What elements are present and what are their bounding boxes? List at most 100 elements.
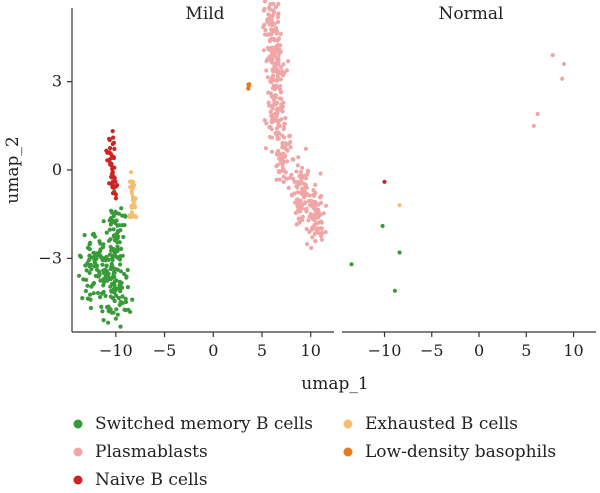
data-point: [92, 234, 98, 239]
data-point: [78, 254, 84, 259]
data-point: [279, 105, 285, 110]
data-point: [110, 141, 115, 147]
data-point: [297, 200, 302, 205]
data-point: [270, 106, 275, 111]
data-point: [122, 307, 127, 312]
x-axis-label: umap_1: [301, 374, 368, 394]
data-point: [311, 193, 316, 198]
data-point: [267, 54, 272, 59]
data-point: [108, 284, 113, 289]
data-point: [281, 179, 286, 184]
data-point: [107, 227, 112, 232]
data-point: [268, 37, 273, 42]
data-point: [99, 304, 104, 309]
data-point: [312, 206, 317, 211]
data-point: [300, 217, 305, 223]
data-point: [115, 244, 120, 249]
data-point: [263, 28, 268, 33]
data-point: [284, 68, 289, 73]
data-point: [397, 250, 402, 255]
data-point: [269, 119, 274, 124]
data-point: [113, 179, 118, 184]
data-point: [275, 19, 281, 24]
x-tick-label: 10: [301, 341, 321, 360]
data-point: [277, 49, 282, 54]
data-point: [110, 210, 115, 215]
data-point: [275, 70, 280, 75]
data-point: [293, 200, 298, 205]
data-point: [97, 253, 102, 258]
data-point: [299, 206, 304, 211]
data-point: [92, 254, 97, 259]
data-point: [130, 197, 135, 202]
data-point: [272, 64, 277, 69]
data-point: [278, 31, 283, 36]
data-point: [319, 237, 324, 242]
x-tick-label: 5: [257, 341, 267, 360]
data-point: [119, 206, 124, 211]
data-point: [114, 278, 119, 283]
data-point: [108, 244, 113, 249]
data-point: [294, 184, 299, 189]
data-point: [111, 135, 116, 140]
data-point: [98, 295, 103, 300]
data-point: [307, 193, 312, 198]
data-point: [318, 200, 324, 205]
data-point: [275, 59, 280, 64]
data-point: [118, 262, 123, 267]
data-point: [100, 256, 105, 261]
data-point: [311, 200, 316, 205]
data-point: [88, 240, 93, 245]
data-point: [276, 36, 282, 41]
data-point: [89, 267, 94, 272]
data-point: [117, 279, 122, 284]
data-point: [88, 305, 94, 311]
data-point: [311, 188, 316, 193]
data-point: [262, 118, 267, 123]
data-point: [286, 185, 291, 190]
data-point: [112, 165, 117, 170]
data-point: [277, 87, 282, 92]
data-point: [265, 57, 270, 62]
data-point: [313, 214, 318, 220]
data-point: [269, 113, 274, 118]
data-point: [273, 101, 278, 106]
data-point: [266, 47, 271, 52]
data-point: [107, 181, 112, 186]
data-point: [107, 276, 112, 281]
data-point: [112, 175, 117, 181]
data-point: [265, 19, 270, 24]
data-point: [292, 191, 297, 196]
data-point: [271, 10, 276, 15]
data-point: [277, 170, 282, 175]
data-point: [304, 226, 309, 232]
data-point: [380, 223, 385, 229]
data-point: [104, 269, 109, 274]
panel-title-normal: Normal: [439, 4, 504, 24]
data-point: [291, 157, 296, 162]
data-point: [120, 300, 125, 306]
data-point: [275, 15, 280, 20]
data-point: [103, 272, 108, 277]
data-point: [114, 211, 119, 216]
x-tick-label: −10: [99, 341, 133, 360]
data-point: [276, 11, 281, 16]
data-point: [110, 191, 116, 196]
data-point: [111, 227, 116, 232]
data-point: [85, 283, 90, 288]
data-point: [316, 220, 321, 225]
data-point: [274, 85, 279, 90]
data-point: [310, 235, 315, 240]
x-tick-label: −5: [153, 341, 177, 360]
data-point: [82, 233, 87, 238]
data-point: [130, 182, 135, 187]
data-point: [279, 96, 284, 102]
data-point: [83, 288, 88, 294]
data-point: [319, 233, 324, 239]
data-point: [109, 261, 114, 267]
data-point: [110, 129, 115, 134]
data-point: [270, 67, 275, 72]
data-point: [318, 226, 323, 231]
data-point: [112, 290, 117, 295]
data-point: [130, 297, 135, 302]
